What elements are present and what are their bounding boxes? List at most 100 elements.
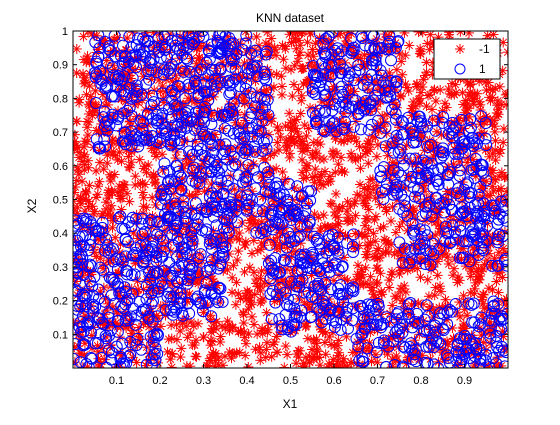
data-point-negative — [232, 277, 242, 287]
data-point-negative — [423, 275, 433, 285]
data-point-negative — [366, 272, 376, 282]
data-point-negative — [379, 234, 389, 244]
data-point-negative — [240, 332, 250, 342]
data-point-negative — [176, 343, 186, 353]
data-point-negative — [299, 144, 309, 154]
data-point-negative — [282, 350, 292, 360]
data-point-negative — [125, 163, 135, 173]
data-point-negative — [337, 166, 347, 176]
data-point-negative — [291, 358, 301, 368]
data-point-negative — [372, 152, 382, 162]
data-point-negative — [175, 352, 185, 362]
data-point-negative — [227, 287, 237, 297]
data-point-negative — [352, 269, 362, 279]
data-point-negative — [277, 90, 287, 100]
data-point-negative — [235, 293, 245, 303]
data-point-negative — [372, 279, 382, 289]
data-point-negative — [365, 175, 375, 185]
data-point-negative — [334, 204, 344, 214]
data-point-negative — [342, 232, 352, 242]
data-point-negative — [247, 312, 257, 322]
data-point-negative — [289, 79, 299, 89]
data-point-negative — [108, 223, 118, 233]
data-point-negative — [361, 214, 371, 224]
y-tick-label: 0.3 — [53, 262, 68, 274]
data-point-negative — [498, 137, 508, 147]
data-point-negative — [408, 97, 418, 107]
x-tick-label: 0.7 — [370, 375, 385, 387]
data-point-negative — [310, 164, 320, 174]
data-point-negative — [384, 275, 394, 285]
data-point-negative — [326, 198, 336, 208]
data-point-negative — [355, 280, 365, 290]
data-point-negative — [106, 172, 116, 182]
y-tick-label: 0.6 — [53, 161, 68, 173]
data-point-negative — [81, 188, 91, 198]
data-point-negative — [278, 167, 288, 177]
data-point-negative — [355, 163, 365, 173]
data-point-negative — [252, 329, 262, 339]
data-point-negative — [440, 98, 450, 108]
data-point-negative — [442, 102, 452, 112]
data-point-negative — [303, 50, 313, 60]
y-tick-label: 0.7 — [53, 127, 68, 139]
x-axis-label: X1 — [283, 397, 298, 411]
data-point-negative — [191, 335, 201, 345]
data-point-negative — [451, 88, 461, 98]
data-point-negative — [231, 300, 241, 310]
data-point-negative — [150, 148, 160, 158]
data-point-negative — [141, 202, 151, 212]
data-point-negative — [421, 57, 431, 67]
data-point-negative — [479, 260, 489, 270]
data-point-negative — [388, 202, 398, 212]
data-point-negative — [272, 347, 282, 357]
data-point-negative — [373, 140, 383, 150]
data-point-negative — [376, 287, 386, 297]
data-point-negative — [292, 127, 302, 137]
data-point-negative — [294, 51, 304, 61]
x-tick-label: 0.4 — [239, 375, 254, 387]
data-point-negative — [330, 167, 340, 177]
data-point-negative — [346, 149, 356, 159]
data-point-negative — [360, 230, 370, 240]
data-point-negative — [102, 158, 112, 168]
data-point-negative — [403, 265, 413, 275]
data-point-negative — [419, 145, 429, 155]
data-point-negative — [251, 344, 261, 354]
data-point-negative — [245, 293, 255, 303]
data-point-negative — [254, 41, 264, 51]
data-point-negative — [367, 132, 377, 142]
data-point-negative — [195, 53, 205, 63]
data-point-negative — [319, 210, 329, 220]
x-tick-label: 0.9 — [457, 375, 472, 387]
x-tick-label: 0.2 — [152, 375, 167, 387]
data-point-negative — [233, 246, 243, 256]
data-point-negative — [187, 96, 197, 106]
data-point-negative — [491, 155, 501, 165]
x-tick-label: 0.1 — [109, 375, 124, 387]
data-point-negative — [249, 319, 259, 329]
data-point-negative — [287, 91, 297, 101]
data-point-negative — [288, 121, 298, 131]
data-point-negative — [473, 275, 483, 285]
data-point-negative — [311, 338, 321, 348]
data-point-negative — [164, 334, 174, 344]
data-point-negative — [297, 91, 307, 101]
data-point-negative — [494, 109, 504, 119]
data-point-negative — [242, 286, 252, 296]
data-point-negative — [470, 93, 480, 103]
data-point-negative — [415, 272, 425, 282]
data-point-negative — [239, 310, 249, 320]
data-point-negative — [130, 171, 140, 181]
data-point-negative — [273, 122, 283, 132]
y-tick-label: 0.4 — [53, 228, 68, 240]
x-tick-label: 0.8 — [413, 375, 428, 387]
data-point-negative — [391, 228, 401, 238]
data-point-negative — [317, 169, 327, 179]
data-point-negative — [73, 163, 83, 173]
data-point-negative — [419, 75, 429, 85]
data-point-negative — [412, 79, 422, 89]
data-point-negative — [295, 346, 305, 356]
data-point-negative — [84, 196, 94, 206]
